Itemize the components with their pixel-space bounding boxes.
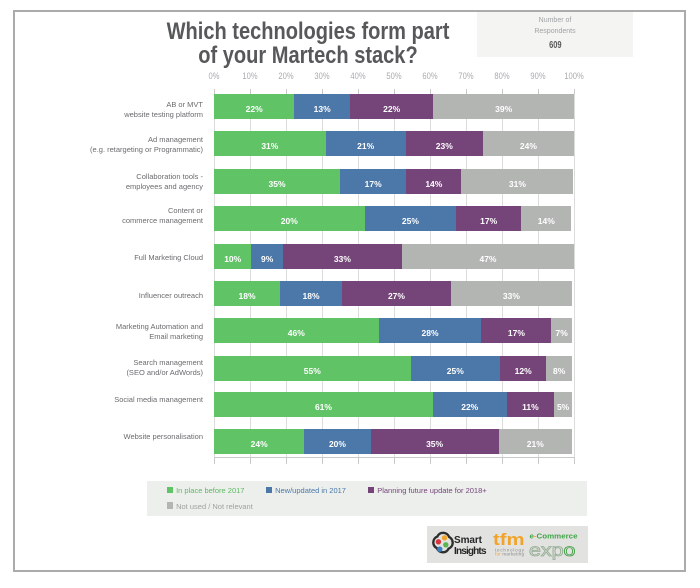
svg-text:tfm: tfm — [493, 530, 525, 549]
svg-text:Insights: Insights — [454, 546, 487, 557]
svg-text:Smart: Smart — [454, 535, 483, 546]
svg-text:e-Commerce: e-Commerce — [530, 534, 578, 541]
svg-text:technology: technology — [495, 548, 525, 553]
svg-text:for marketing: for marketing — [495, 551, 524, 556]
